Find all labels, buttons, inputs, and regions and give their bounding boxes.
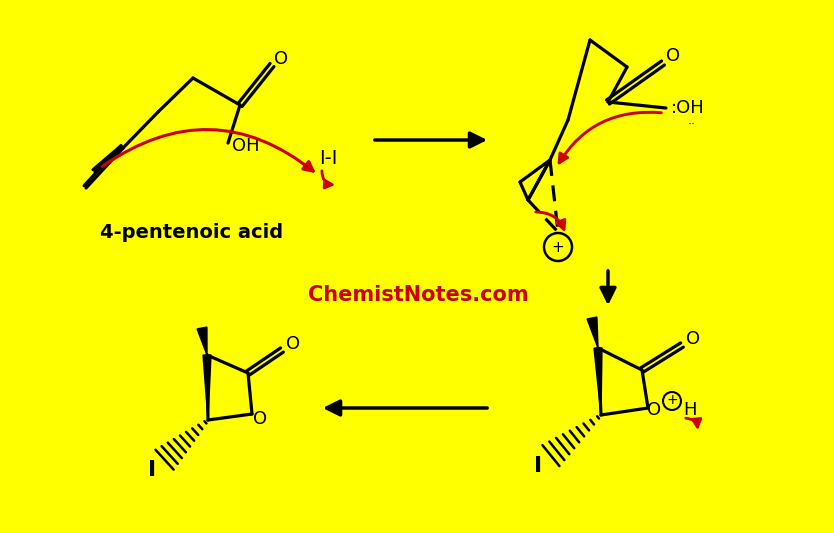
Text: OH: OH <box>232 137 260 155</box>
Text: ChemistNotes.com: ChemistNotes.com <box>308 285 528 305</box>
Polygon shape <box>587 317 598 348</box>
Text: 4-pentenoic acid: 4-pentenoic acid <box>100 223 283 243</box>
Text: ..: .. <box>688 114 696 126</box>
Polygon shape <box>197 327 207 355</box>
Text: O: O <box>253 410 267 428</box>
Text: O: O <box>647 401 661 419</box>
Text: I-I: I-I <box>319 149 337 167</box>
Polygon shape <box>203 355 211 420</box>
Text: I: I <box>148 460 156 480</box>
Text: +: + <box>666 393 678 407</box>
Text: +: + <box>551 239 565 254</box>
Text: H: H <box>683 401 696 419</box>
Text: O: O <box>666 47 680 65</box>
Text: :OH: :OH <box>671 99 705 117</box>
Text: O: O <box>686 330 700 348</box>
Text: O: O <box>286 335 300 353</box>
Text: I: I <box>534 456 542 476</box>
Text: O: O <box>274 50 288 68</box>
Polygon shape <box>594 348 602 415</box>
